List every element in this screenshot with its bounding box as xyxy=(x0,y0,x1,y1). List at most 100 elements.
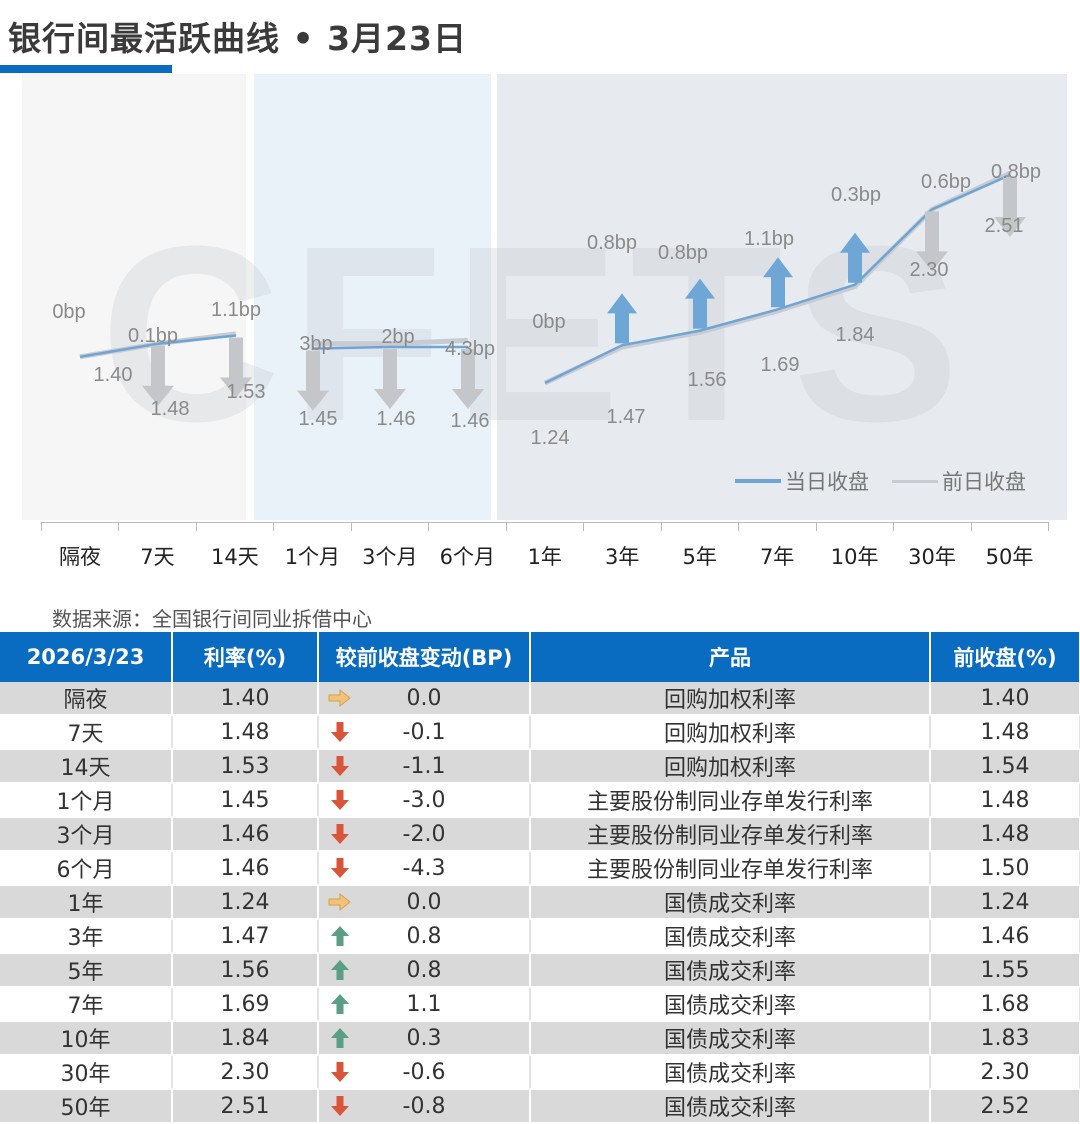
cell-change: 0.3 xyxy=(318,1021,531,1056)
value-label: 1.84 xyxy=(836,324,875,346)
x-axis-tick xyxy=(660,522,662,531)
arrow-up-icon xyxy=(763,257,793,308)
cell-product: 主要股份制同业存单发行利率 xyxy=(530,817,931,852)
x-axis-label: 3年 xyxy=(605,545,640,569)
x-axis-tick xyxy=(893,522,895,531)
change-label: 0.8bp xyxy=(587,232,637,254)
table-header: 2026/3/23 利率(%) 较前收盘变动(BP) 产品 前收盘(%) xyxy=(0,632,1080,682)
watermark: CFETS xyxy=(100,194,970,473)
cell-product: 回购加权利率 xyxy=(530,749,931,784)
data-source: 数据来源：全国银行间同业拆借中心 xyxy=(52,607,372,631)
cell-product: 主要股份制同业存单发行利率 xyxy=(530,783,931,818)
arrow-down-icon xyxy=(327,1060,353,1084)
cell-term: 隔夜 xyxy=(0,682,173,716)
arrow-down-icon xyxy=(220,337,252,398)
curve-line xyxy=(312,345,468,350)
cell-product: 国债成交利率 xyxy=(530,987,931,1022)
cell-prev: 2.52 xyxy=(930,1089,1080,1124)
change-label: 0.8bp xyxy=(991,161,1041,183)
change-label: 2bp xyxy=(381,326,414,348)
change-value: -3.0 xyxy=(402,787,446,813)
arrow-down-icon xyxy=(327,1094,353,1118)
cell-term: 1个月 xyxy=(0,783,173,818)
cell-term: 7天 xyxy=(0,715,173,750)
cell-rate: 1.24 xyxy=(172,885,319,920)
cell-rate: 1.45 xyxy=(172,783,319,818)
cell-term: 30年 xyxy=(0,1055,173,1090)
table-row: 7天 1.48 -0.1 回购加权利率 1.48 xyxy=(0,715,1080,750)
cell-change: 0.0 xyxy=(318,885,531,920)
change-label: 0.8bp xyxy=(658,242,708,264)
cell-change: -0.1 xyxy=(318,715,531,750)
legend-today: 当日收盘 xyxy=(735,466,869,496)
change-value: 1.1 xyxy=(406,991,442,1017)
cell-prev: 1.46 xyxy=(930,919,1080,954)
cell-rate: 1.69 xyxy=(172,987,319,1022)
curve-line xyxy=(79,334,237,359)
x-axis-label: 7年 xyxy=(759,545,795,569)
arrow-up-icon xyxy=(607,293,637,344)
cell-change: -0.8 xyxy=(318,1089,531,1124)
arrow-down-icon xyxy=(327,754,353,778)
cell-term: 50年 xyxy=(0,1089,173,1124)
cell-prev: 1.48 xyxy=(930,715,1080,750)
arrow-up-icon xyxy=(327,958,353,982)
table-row: 10年 1.84 0.3 国债成交利率 1.83 xyxy=(0,1021,1080,1056)
arrow-down-icon xyxy=(297,350,329,411)
change-label: 1.1bp xyxy=(211,299,261,321)
table-row: 6个月 1.46 -4.3 主要股份制同业存单发行利率 1.50 xyxy=(0,851,1080,886)
header-product: 产品 xyxy=(530,632,931,682)
value-label: 1.24 xyxy=(531,427,570,449)
panel-ncd xyxy=(254,74,491,520)
cell-term: 1年 xyxy=(0,885,173,920)
cell-rate: 1.47 xyxy=(172,919,319,954)
cell-product: 回购加权利率 xyxy=(530,715,931,750)
value-label: 1.46 xyxy=(451,410,490,432)
cell-rate: 2.51 xyxy=(172,1089,319,1124)
value-label: 1.45 xyxy=(299,408,338,430)
cell-rate: 1.46 xyxy=(172,817,319,852)
cell-prev: 1.83 xyxy=(930,1021,1080,1056)
x-axis-label: 50年 xyxy=(985,545,1034,569)
x-axis-label: 7天 xyxy=(140,545,175,569)
change-value: -0.8 xyxy=(402,1093,446,1119)
arrow-right-icon xyxy=(327,890,353,914)
x-axis-tick xyxy=(815,522,817,531)
legend-today-swatch xyxy=(735,479,781,483)
cell-product: 回购加权利率 xyxy=(530,682,931,716)
value-label: 1.48 xyxy=(151,398,190,420)
cell-prev: 1.54 xyxy=(930,749,1080,784)
change-label: 0bp xyxy=(52,301,85,323)
cell-prev: 1.48 xyxy=(930,783,1080,818)
arrow-down-icon xyxy=(327,788,353,812)
cell-rate: 1.40 xyxy=(172,682,319,716)
arrow-down-icon xyxy=(327,720,353,744)
x-axis-label: 5年 xyxy=(682,545,717,569)
header-rate: 利率(%) xyxy=(172,632,319,682)
arrow-down-icon xyxy=(994,176,1026,237)
legend-prev-swatch xyxy=(892,479,938,483)
table-row: 3个月 1.46 -2.0 主要股份制同业存单发行利率 1.48 xyxy=(0,817,1080,852)
page-title: 银行间最活跃曲线 • 3月23日 xyxy=(8,19,467,58)
x-axis-tick xyxy=(41,522,42,531)
arrow-down-icon xyxy=(327,822,353,846)
cell-product: 国债成交利率 xyxy=(530,1055,931,1090)
x-axis-label: 1年 xyxy=(527,545,562,569)
cell-term: 6个月 xyxy=(0,851,173,886)
x-axis-tick xyxy=(1047,522,1049,531)
change-value: -4.3 xyxy=(402,855,446,881)
title-underline xyxy=(0,65,172,73)
x-axis-tick xyxy=(350,522,352,531)
cell-prev: 1.48 xyxy=(930,817,1080,852)
cell-prev: 1.40 xyxy=(930,682,1080,716)
x-axis-tick xyxy=(428,522,430,531)
table-row: 50年 2.51 -0.8 国债成交利率 2.52 xyxy=(0,1089,1080,1124)
x-axis-tick xyxy=(273,522,275,531)
x-axis-tick xyxy=(195,522,197,531)
legend-prev: 前日收盘 xyxy=(892,466,1026,496)
cell-rate: 2.30 xyxy=(172,1055,319,1090)
table-row: 5年 1.56 0.8 国债成交利率 1.55 xyxy=(0,953,1080,988)
cell-product: 国债成交利率 xyxy=(530,885,931,920)
arrow-up-icon xyxy=(327,1026,353,1050)
table-row: 隔夜 1.40 0.0 回购加权利率 1.40 xyxy=(0,682,1080,716)
